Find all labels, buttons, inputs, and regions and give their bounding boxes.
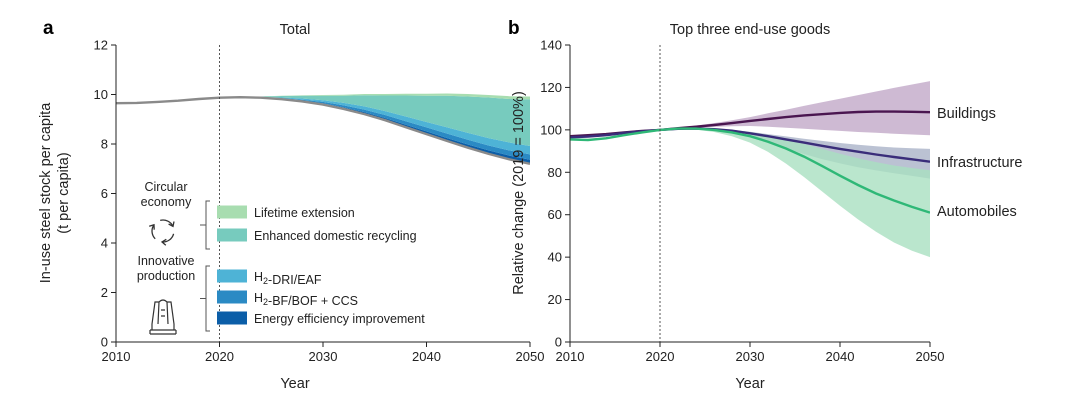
- panel-label-b: b: [508, 18, 520, 39]
- legend-group-label: Innovative: [138, 254, 195, 268]
- y-tick-label: 80: [548, 165, 562, 180]
- panel-b-title: Top three end-use goods: [670, 22, 830, 38]
- factory-chimney-icon: [149, 299, 177, 335]
- y-tick-label: 2: [101, 285, 108, 300]
- legend-item-label: Energy efficiency improvement: [254, 312, 425, 326]
- panel-a-ylabel: In-use steel stock per capita (t per capi…: [38, 102, 72, 283]
- panel-b-plot-area: [570, 81, 930, 258]
- end-label-infrastructure: Infrastructure: [937, 155, 1022, 171]
- panel-label-a: a: [43, 18, 54, 39]
- y-tick-label: 4: [101, 236, 108, 251]
- y-tick-label: 20: [548, 292, 562, 307]
- y-tick-label: 0: [555, 335, 562, 350]
- recycle-arrows-icon: [149, 219, 175, 246]
- legend-bracket-innovative-production: [200, 265, 210, 332]
- y-tick-label: 120: [540, 80, 562, 95]
- legend-item-label: H2-DRI/EAF: [254, 270, 322, 287]
- y-tick-label: 60: [548, 207, 562, 222]
- legend-swatch: [217, 205, 247, 219]
- x-tick-label: 2020: [205, 349, 234, 364]
- area-lifetime-extension: [116, 93, 530, 104]
- end-label-automobiles: Automobiles: [937, 204, 1017, 220]
- x-tick-label: 2050: [516, 349, 545, 364]
- total-stock-line: [116, 95, 530, 165]
- y-tick-label: 10: [94, 87, 108, 102]
- panel-a-axes: 0 2 4 6 8 10 12 2010 2020 2030 2040 2050: [94, 38, 545, 365]
- legend-group-label: economy: [141, 195, 192, 209]
- panel-b-end-labels: Buildings Infrastructure Automobiles: [937, 106, 1022, 220]
- y-tick-label: 140: [540, 38, 562, 53]
- legend-swatch: [217, 269, 247, 283]
- panel-a-title: Total: [280, 22, 311, 38]
- line-automobiles: [570, 127, 930, 214]
- y-tick-label: 6: [101, 186, 108, 201]
- panel-b: b Top three end-use goods 02040608010012…: [508, 18, 1022, 392]
- panel-b-xlabel: Year: [735, 376, 764, 392]
- x-tick-label: 2030: [309, 349, 338, 364]
- x-tick-label: 2050: [916, 349, 945, 364]
- legend-item-label: Enhanced domestic recycling: [254, 229, 417, 243]
- x-tick-label: 2020: [646, 349, 675, 364]
- y-tick-label: 0: [101, 335, 108, 350]
- x-tick-label: 2040: [412, 349, 441, 364]
- legend-group-label: Circular: [144, 180, 187, 194]
- band-buildings: [570, 81, 930, 137]
- legend-swatch: [217, 290, 247, 304]
- band-infrastructure: [570, 128, 930, 179]
- band-automobiles: [570, 127, 930, 258]
- legend-group-label: production: [137, 269, 195, 283]
- y-tick-label: 12: [94, 38, 108, 53]
- x-tick-label: 2030: [736, 349, 765, 364]
- legend-swatch: [217, 228, 247, 242]
- panel-a-legend: Lifetime extension Enhanced domestic recy…: [137, 180, 425, 335]
- x-tick-label: 2010: [102, 349, 131, 364]
- legend-item-label: Lifetime extension: [254, 206, 355, 220]
- panel-a-xlabel: Year: [280, 376, 309, 392]
- area-enhanced-domestic-recycling: [116, 95, 530, 146]
- legend-bracket-circular-economy: [200, 200, 210, 250]
- legend-swatch: [217, 311, 247, 325]
- panel-a: a Total 0 2 4 6 8 10 12 2010 2020 2030 2040 2050 Ye…: [38, 18, 544, 392]
- line-infrastructure: [570, 127, 930, 163]
- y-tick-label: 40: [548, 250, 562, 265]
- panel-a-plot-area: [116, 93, 530, 165]
- y-tick-label: 8: [101, 137, 108, 152]
- end-label-buildings: Buildings: [937, 106, 996, 122]
- x-tick-label: 2010: [556, 349, 585, 364]
- legend-item-label: H2-BF/BOF + CCS: [254, 291, 358, 308]
- x-tick-label: 2040: [826, 349, 855, 364]
- y-tick-label: 100: [540, 122, 562, 137]
- panel-b-ylabel: Relative change (2019 = 100%): [511, 91, 527, 295]
